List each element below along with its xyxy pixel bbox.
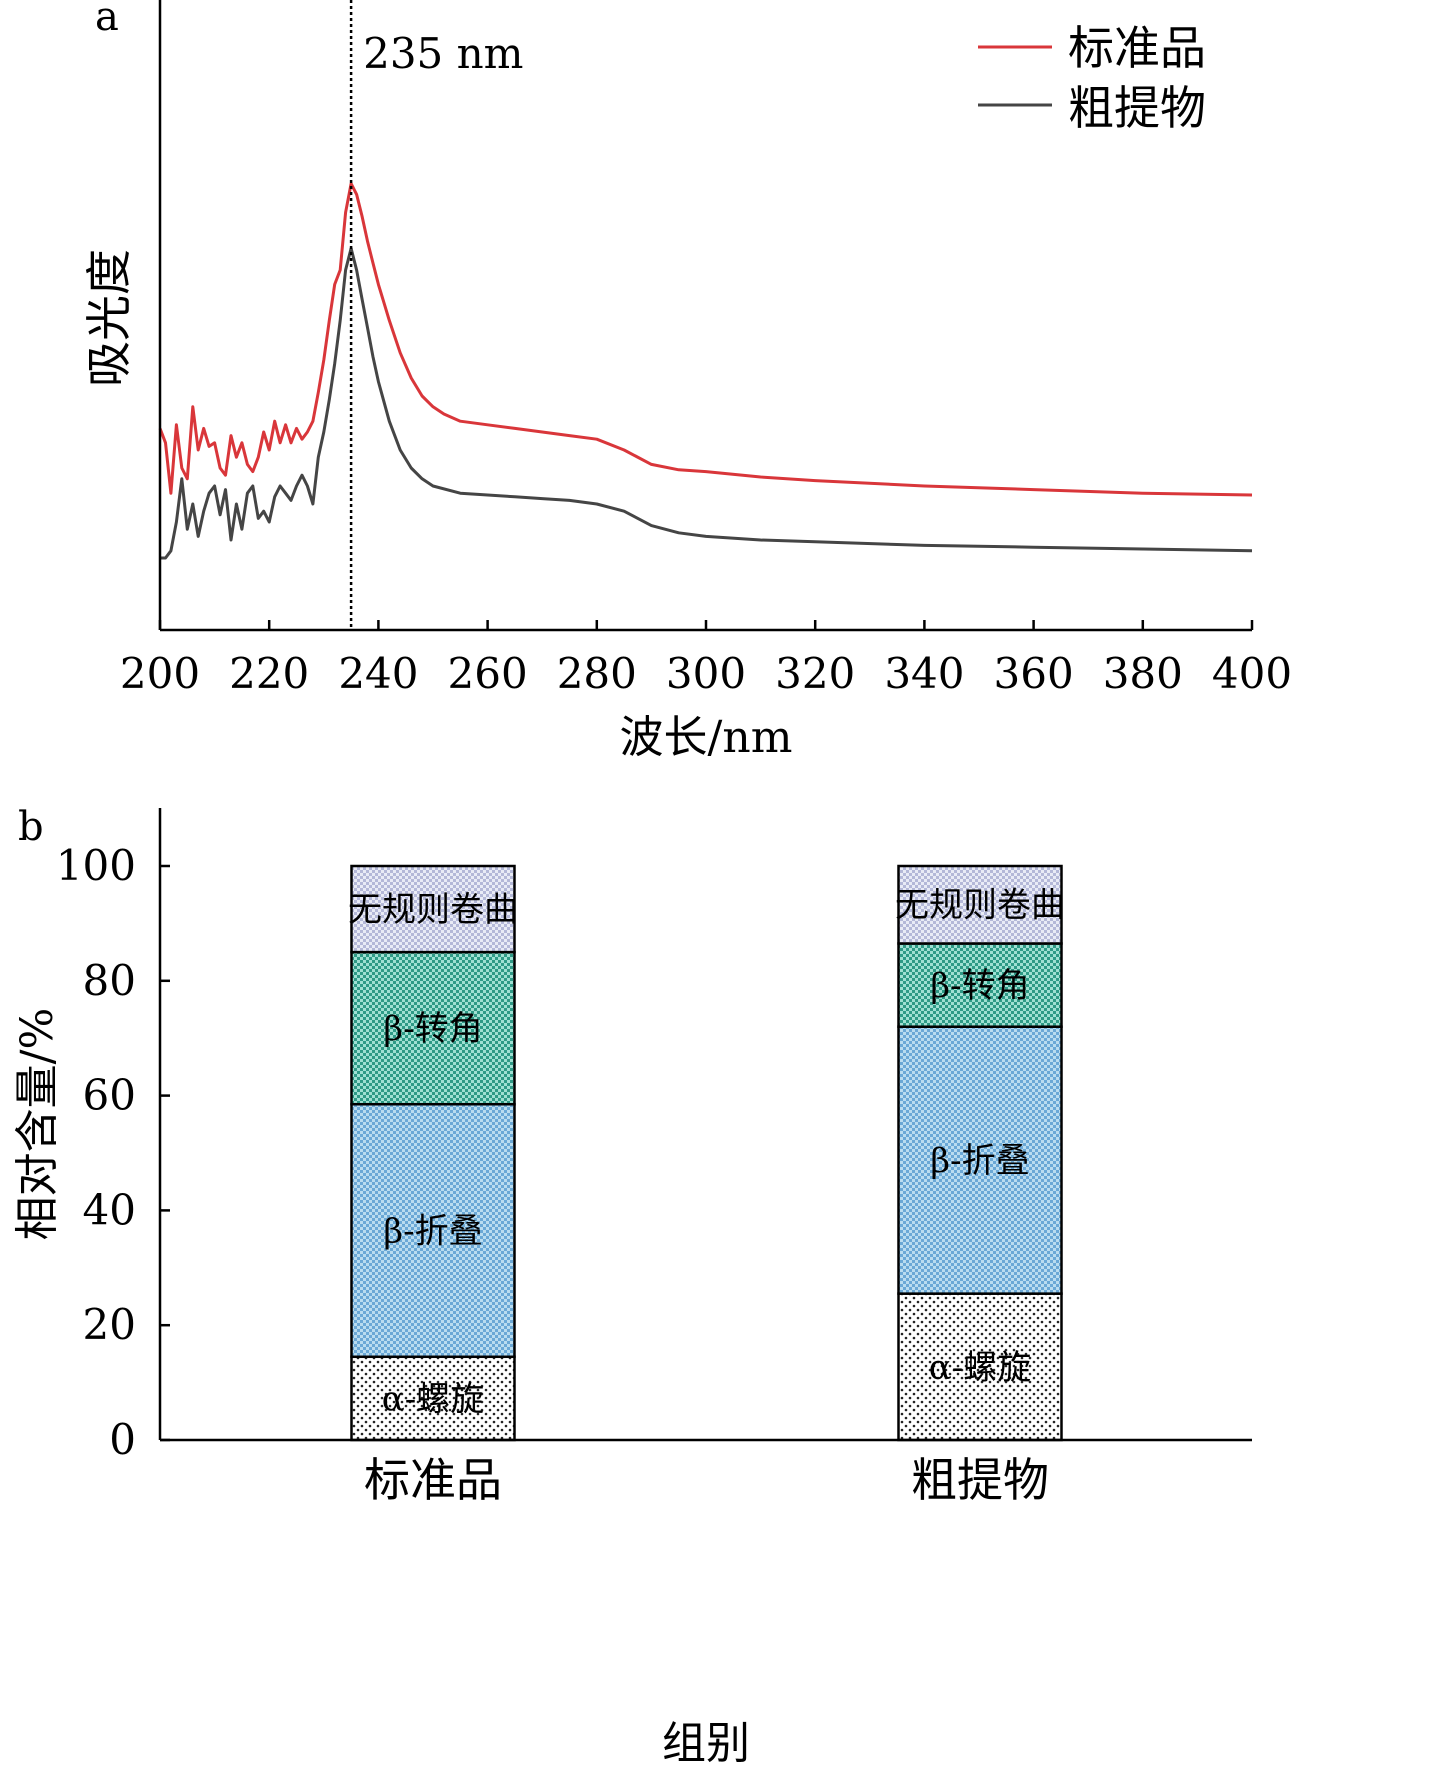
bar-segment-random-coil	[897, 864, 1063, 945]
panel-b-category-labels: 标准品 粗提物	[364, 1453, 1049, 1507]
panel-b-stacked-bars: α-螺旋 β-折叠 β-转角 无规则卷曲 α-螺旋 β-折叠 β-转角 无规则卷曲	[348, 864, 1065, 1442]
y-tick-label: 0	[109, 1415, 136, 1464]
panel-b: b α-螺旋 β-折叠 β-转角 无规则卷曲 α-螺旋 β-折叠 β-转角 无规则卷曲 0 20…	[12, 804, 1252, 1767]
panel-a: a 235 nm 200 220 240 260 280 300 320 340 360 380 4…	[82, 0, 1292, 763]
bar-segment-beta-sheet	[350, 1102, 516, 1359]
y-tick-label: 80	[83, 956, 136, 1005]
bar-segment-label: β-折叠	[930, 1141, 1029, 1181]
bar-segment-alpha-helix	[897, 1292, 1063, 1442]
y-tick-label: 60	[83, 1071, 136, 1120]
x-tick-label: 280	[557, 649, 637, 698]
x-tick-label: 200	[120, 649, 200, 698]
x-tick-label: 240	[338, 649, 418, 698]
panel-a-letter: a	[95, 0, 119, 40]
legend-label-standard: 标准品	[1068, 21, 1206, 75]
bar-segment-label: α-螺旋	[382, 1379, 484, 1419]
bar-segment-label: 无规则卷曲	[895, 886, 1065, 926]
panel-b-x-axis-title: 组别	[662, 1718, 750, 1767]
x-tick-label: 400	[1212, 649, 1292, 698]
x-tick-label: 260	[448, 649, 528, 698]
panel-b-letter: b	[18, 804, 44, 850]
bar-segment-label: 无规则卷曲	[348, 890, 518, 930]
x-tick-label: 340	[884, 649, 964, 698]
bar-segment-label: α-螺旋	[929, 1348, 1031, 1388]
panel-a-x-ticks: 200 220 240 260 280 300 320 340 360 380 400	[120, 620, 1292, 698]
x-tick-label: 220	[229, 649, 309, 698]
y-tick-label: 40	[83, 1185, 136, 1234]
bar-segment-label: β-转角	[930, 966, 1029, 1006]
panel-a-legend: 标准品 粗提物	[978, 21, 1206, 135]
x-tick-label: 380	[1103, 649, 1183, 698]
y-tick-label: 20	[83, 1300, 136, 1349]
panel-b-y-axis-title: 相对含量/%	[12, 1008, 63, 1241]
panel-b-y-ticks: 0 20 40 60 80 100	[56, 841, 170, 1464]
x-tick-label: 320	[775, 649, 855, 698]
panel-a-peak-annotation: 235 nm	[363, 29, 523, 78]
category-label: 粗提物	[911, 1453, 1049, 1507]
bar-segment-random-coil	[350, 864, 516, 954]
bar-segment-label: β-转角	[383, 1009, 482, 1049]
series-line-crude-extract	[160, 246, 1253, 560]
legend-label-crude-extract: 粗提物	[1068, 81, 1206, 135]
x-tick-label: 300	[666, 649, 746, 698]
x-tick-label: 360	[994, 649, 1074, 698]
bar-segment-beta-turn	[350, 950, 516, 1106]
panel-a-x-axis-title: 波长/nm	[620, 712, 793, 763]
bar-segment-label: β-折叠	[383, 1211, 482, 1251]
bar-segment-beta-sheet	[897, 1025, 1063, 1295]
series-line-standard	[158, 182, 1253, 497]
y-tick-label: 100	[56, 841, 136, 890]
panel-a-series-lines	[158, 182, 1253, 560]
panel-a-y-axis-title: 吸光度	[82, 249, 136, 387]
category-label: 标准品	[364, 1453, 502, 1507]
